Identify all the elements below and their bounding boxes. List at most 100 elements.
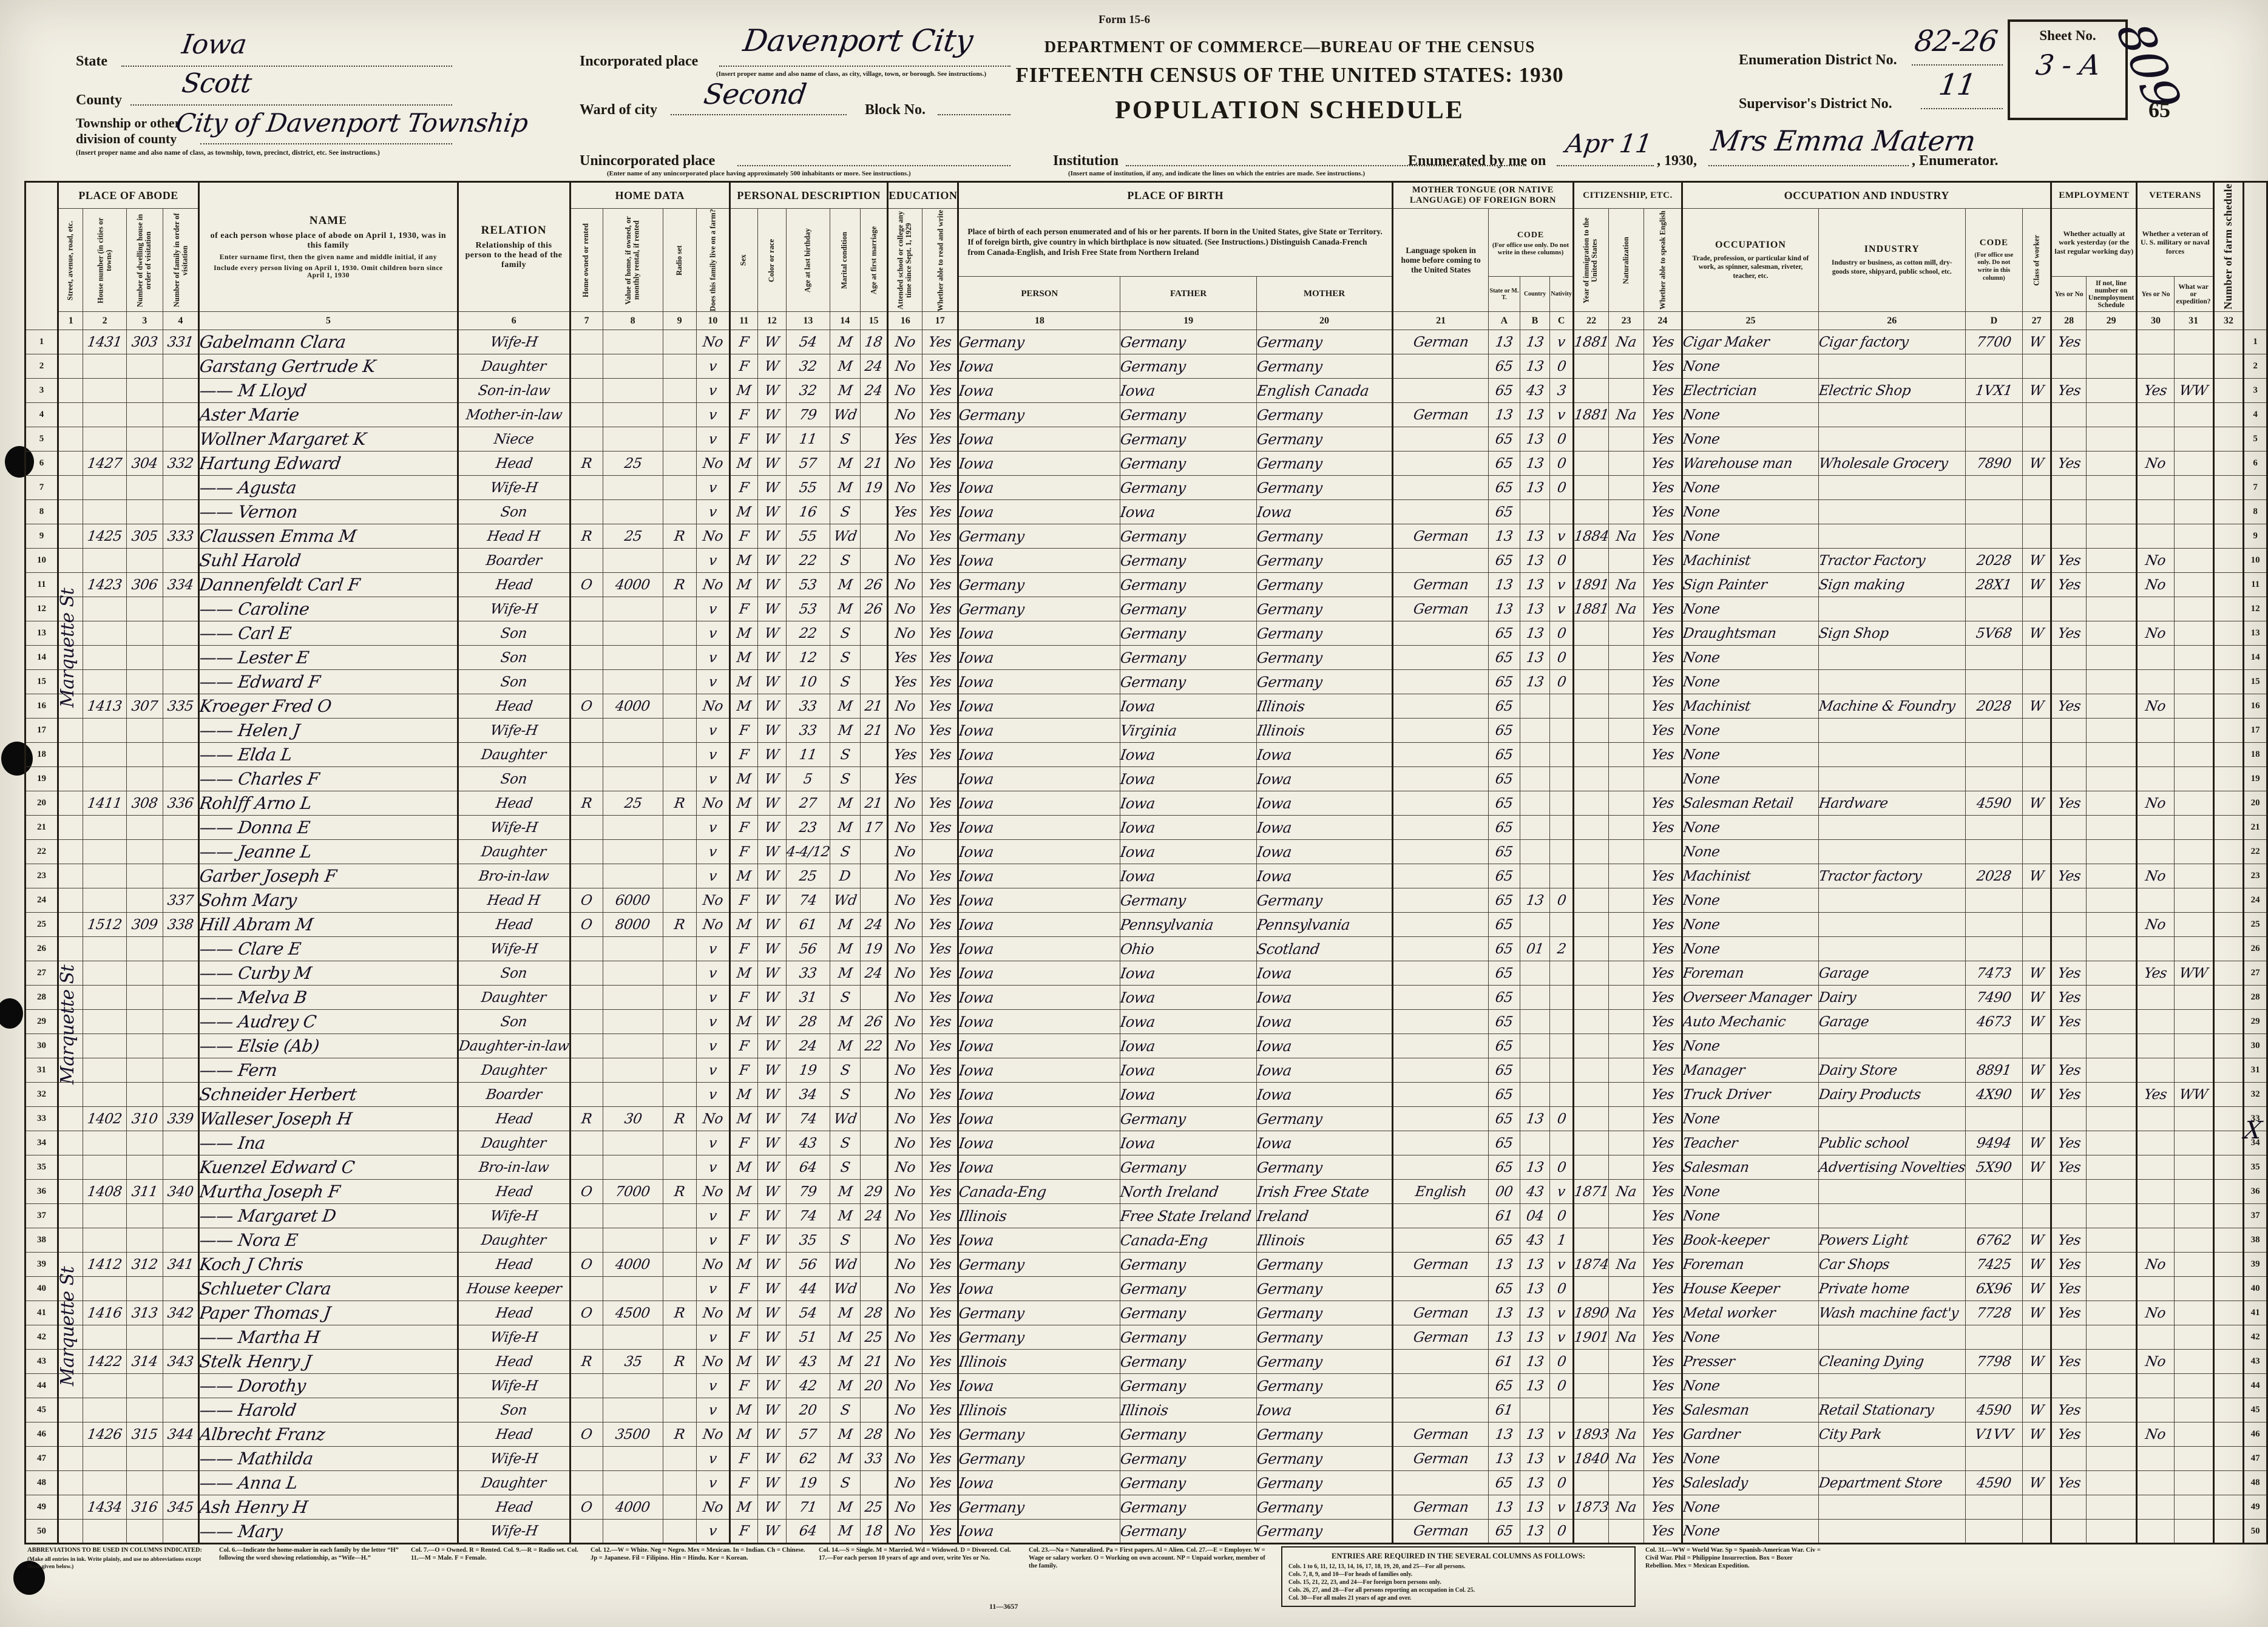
cell-value: 4000 <box>602 1252 663 1277</box>
cell-street <box>57 766 84 791</box>
handwritten-entry: W <box>763 698 780 714</box>
cell-bpm: Iowa <box>1256 864 1393 888</box>
cell-cow <box>2022 766 2052 791</box>
handwritten-entry: W <box>2028 868 2045 884</box>
handwritten-entry: W <box>763 916 780 933</box>
handwritten-entry: Iowa <box>1256 843 1293 861</box>
handwritten-entry: No <box>2144 1305 2167 1321</box>
handwritten-entry: Yes <box>927 1378 953 1394</box>
handwritten-entry: 21 <box>864 1353 884 1370</box>
cell-cb: 43 <box>1519 378 1551 403</box>
cell-tenure <box>569 402 603 427</box>
handwritten-entry: 35 <box>623 1353 643 1370</box>
cell-cow: W <box>2022 621 2052 646</box>
handwritten-entry: No <box>894 1038 916 1054</box>
cell-name: —— Melva B <box>198 985 458 1010</box>
line-number-left: 5 <box>24 427 59 452</box>
handwritten-entry: Iowa <box>958 770 995 788</box>
cell-agem <box>859 548 889 573</box>
cell-empline <box>2085 1082 2138 1107</box>
handwritten-entry: R <box>673 577 686 593</box>
cell-color: W <box>757 766 787 791</box>
handwritten-entry: No <box>702 1353 724 1370</box>
cell-bpf: Germany <box>1119 572 1257 597</box>
cell-cow: W <box>2022 1058 2052 1083</box>
column-number-eng: 24 <box>1643 311 1683 330</box>
cell-value <box>602 645 663 670</box>
handwritten-entry: North Ireland <box>1119 1183 1220 1200</box>
handwritten-entry: 18 <box>864 334 884 350</box>
cell-fsched <box>2212 354 2244 379</box>
cell-cd: 4590 <box>1965 791 2023 816</box>
handwritten-entry: F <box>738 1135 750 1151</box>
cell-cd: 1VX1 <box>1965 378 2023 403</box>
handwritten-entry: 13 <box>1525 1450 1545 1467</box>
cell-eng: Yes <box>1643 694 1683 719</box>
handwritten-entry: Iowa <box>1119 382 1156 399</box>
township-label: Township or other <box>76 115 181 130</box>
handwritten-entry: 1901 <box>1573 1329 1610 1345</box>
cell-name: —— M Lloyd <box>198 378 458 403</box>
cell-dwell: 314 <box>126 1349 163 1374</box>
cell-imm <box>1572 694 1610 719</box>
handwritten-entry: M <box>736 1086 753 1103</box>
cell-bpm: Germany <box>1256 1519 1393 1544</box>
cell-value <box>602 1470 663 1495</box>
handwritten-entry: Irish Free State <box>1256 1183 1370 1200</box>
cell-eng: Yes <box>1643 1082 1683 1107</box>
cell-street <box>57 1228 84 1253</box>
cell-bpf: Germany <box>1119 1155 1257 1180</box>
handwritten-entry: 25 <box>623 455 643 472</box>
cell-eng: Yes <box>1643 888 1683 913</box>
cell-farm: No <box>696 330 731 354</box>
handwritten-entry: Sign making <box>1817 577 1906 593</box>
handwritten-entry: 344 <box>166 1426 195 1443</box>
cell-dwell <box>126 1009 163 1034</box>
cell-read: Yes <box>922 694 959 719</box>
cell-ca: 65 <box>1488 499 1520 524</box>
cell-sex: F <box>729 354 758 379</box>
line-number-left: 43 <box>24 1349 59 1374</box>
cell-vet: No <box>2136 864 2175 888</box>
handwritten-entry: Machine & Foundry <box>1817 698 1956 714</box>
cell-cc <box>1549 1009 1574 1034</box>
cell-fam <box>162 597 200 621</box>
cell-cc <box>1549 961 1574 986</box>
cell-color: W <box>757 499 787 524</box>
cell-sex: M <box>729 1349 758 1374</box>
cell-emp: Yes <box>2050 572 2087 597</box>
cell-street <box>57 330 84 354</box>
cell-school: No <box>887 1009 923 1034</box>
handwritten-entry: M <box>736 674 753 690</box>
handwritten-entry: 0 <box>1555 892 1567 908</box>
cell-ind: Public school <box>1818 1131 1966 1155</box>
cell-school: Yes <box>887 499 923 524</box>
cell-name: —— Ina <box>198 1131 458 1155</box>
handwritten-entry: M <box>836 1378 853 1394</box>
cell-dwell <box>126 669 163 694</box>
handwritten-entry: 53 <box>798 577 818 593</box>
handwritten-entry: F <box>738 722 750 739</box>
cell-value <box>602 1058 663 1083</box>
cell-house <box>83 839 127 864</box>
cell-war <box>2173 597 2214 621</box>
cell-age: 57 <box>785 1422 830 1447</box>
cell-eng: Yes <box>1643 1009 1683 1034</box>
cell-tenure: O <box>569 694 603 719</box>
cell-read: Yes <box>922 1058 959 1083</box>
handwritten-entry: Yes <box>893 431 918 447</box>
handwritten-entry: 18 <box>864 1523 884 1539</box>
handwritten-entry: 1893 <box>1573 1426 1610 1443</box>
cell-agem <box>859 427 889 452</box>
col-header-home-value: Value of home, if owned, or monthly rent… <box>603 208 663 312</box>
cell-cd <box>1965 499 2023 524</box>
handwritten-entry: Department Store <box>1817 1475 1943 1491</box>
cell-tenure <box>569 1082 603 1107</box>
handwritten-entry: 21 <box>864 455 884 472</box>
cell-ca: 65 <box>1488 475 1520 500</box>
cell-farm: No <box>696 1252 731 1277</box>
cell-value <box>602 839 663 864</box>
handwritten-entry: M <box>836 1450 853 1467</box>
handwritten-entry: 21 <box>864 722 884 739</box>
cell-fsched <box>2212 936 2244 961</box>
